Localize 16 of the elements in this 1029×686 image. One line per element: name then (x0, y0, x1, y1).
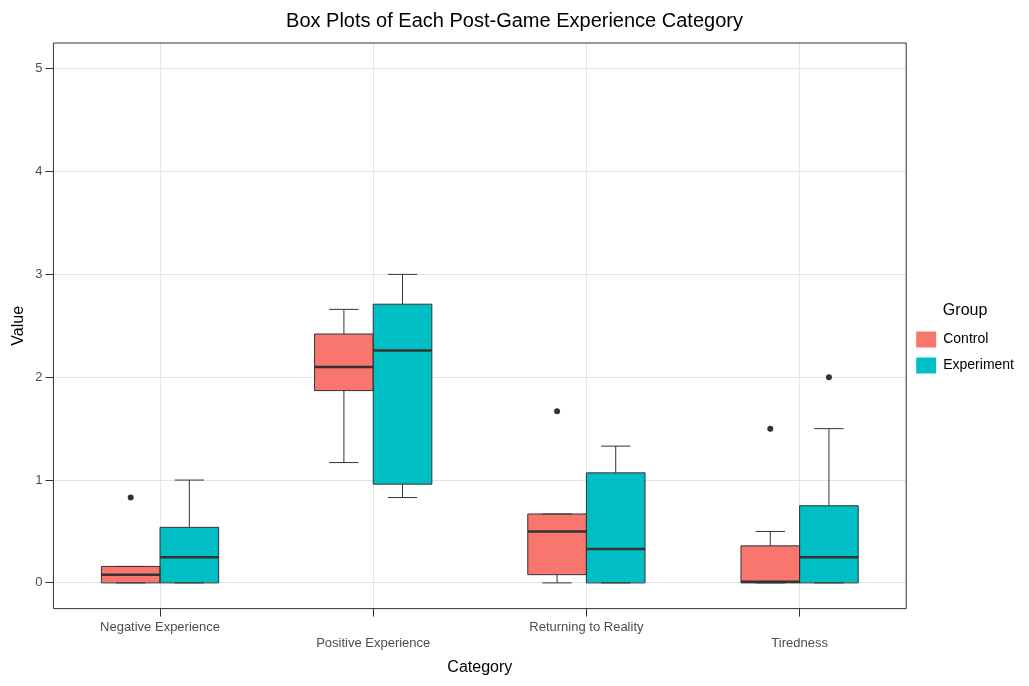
x-axis-title: Category (447, 657, 513, 675)
x-tick-label: Positive Experience (316, 634, 431, 650)
y-tick-label: 2 (35, 368, 43, 384)
x-tick-label: Tiredness (771, 634, 829, 650)
chart-title: Box Plots of Each Post-Game Experience Category (286, 8, 743, 31)
y-tick-label: 3 (35, 265, 43, 281)
y-tick-label: 4 (35, 163, 43, 179)
y-tick-label: 0 (35, 574, 43, 590)
x-tick-label: Returning to Reality (529, 618, 644, 634)
x-tick-label: Negative Experience (100, 618, 221, 634)
y-tick-label: 1 (35, 471, 43, 487)
legend-title: Group (942, 300, 988, 318)
legend-label: Control (943, 330, 989, 347)
y-axis-title: Value (9, 305, 27, 346)
legend-label: Experiment (943, 356, 1015, 373)
y-tick-label: 5 (35, 60, 43, 76)
